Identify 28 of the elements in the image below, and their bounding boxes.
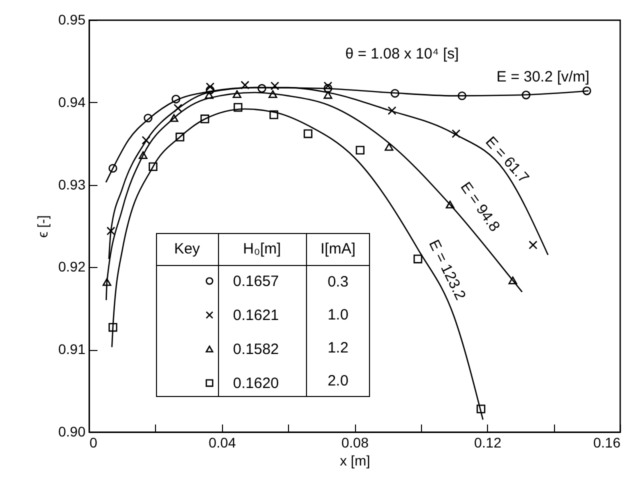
x-tick-label: 0.04 [208,434,236,450]
annotation: E = 123.2 [425,237,469,303]
y-tick-label: 0.93 [58,176,86,192]
annotation: H₀[m] [243,240,281,258]
y-tick-label: 0.91 [58,341,86,358]
x-axis-title: x [m] [340,452,370,468]
y-tick-label: 0.94 [58,94,86,110]
legend-label: 0.1621 [233,307,279,324]
legend-label: 0.1657 [233,273,279,290]
legend-label: 0.1620 [233,375,279,392]
x-tick-label: 0.08 [341,434,369,450]
legend-label: 0.1582 [233,341,279,358]
y-tick-label: 0.95 [58,12,86,28]
annotation: I[mA] [320,240,356,258]
annotation: 1.2 [328,339,348,356]
annotation: 1.0 [328,306,348,323]
y-axis-title: ϵ [-] [34,215,50,238]
annotation: E = 61.7 [482,133,532,187]
legend-title: Key [174,240,200,258]
x-tick-label: 0.16 [593,434,621,450]
y-tick-label: 0.92 [58,258,86,275]
y-tick-label: 0.90 [58,424,86,440]
annotation: 0.3 [328,273,348,290]
x-tick-label: 0 [90,434,98,450]
annotation: θ = 1.08 x 10⁴ [s] [345,46,459,62]
x-tick-label: 0.12 [474,434,502,450]
annotation: 2.0 [328,372,348,389]
annotation: E = 30.2 [v/m] [496,68,590,86]
